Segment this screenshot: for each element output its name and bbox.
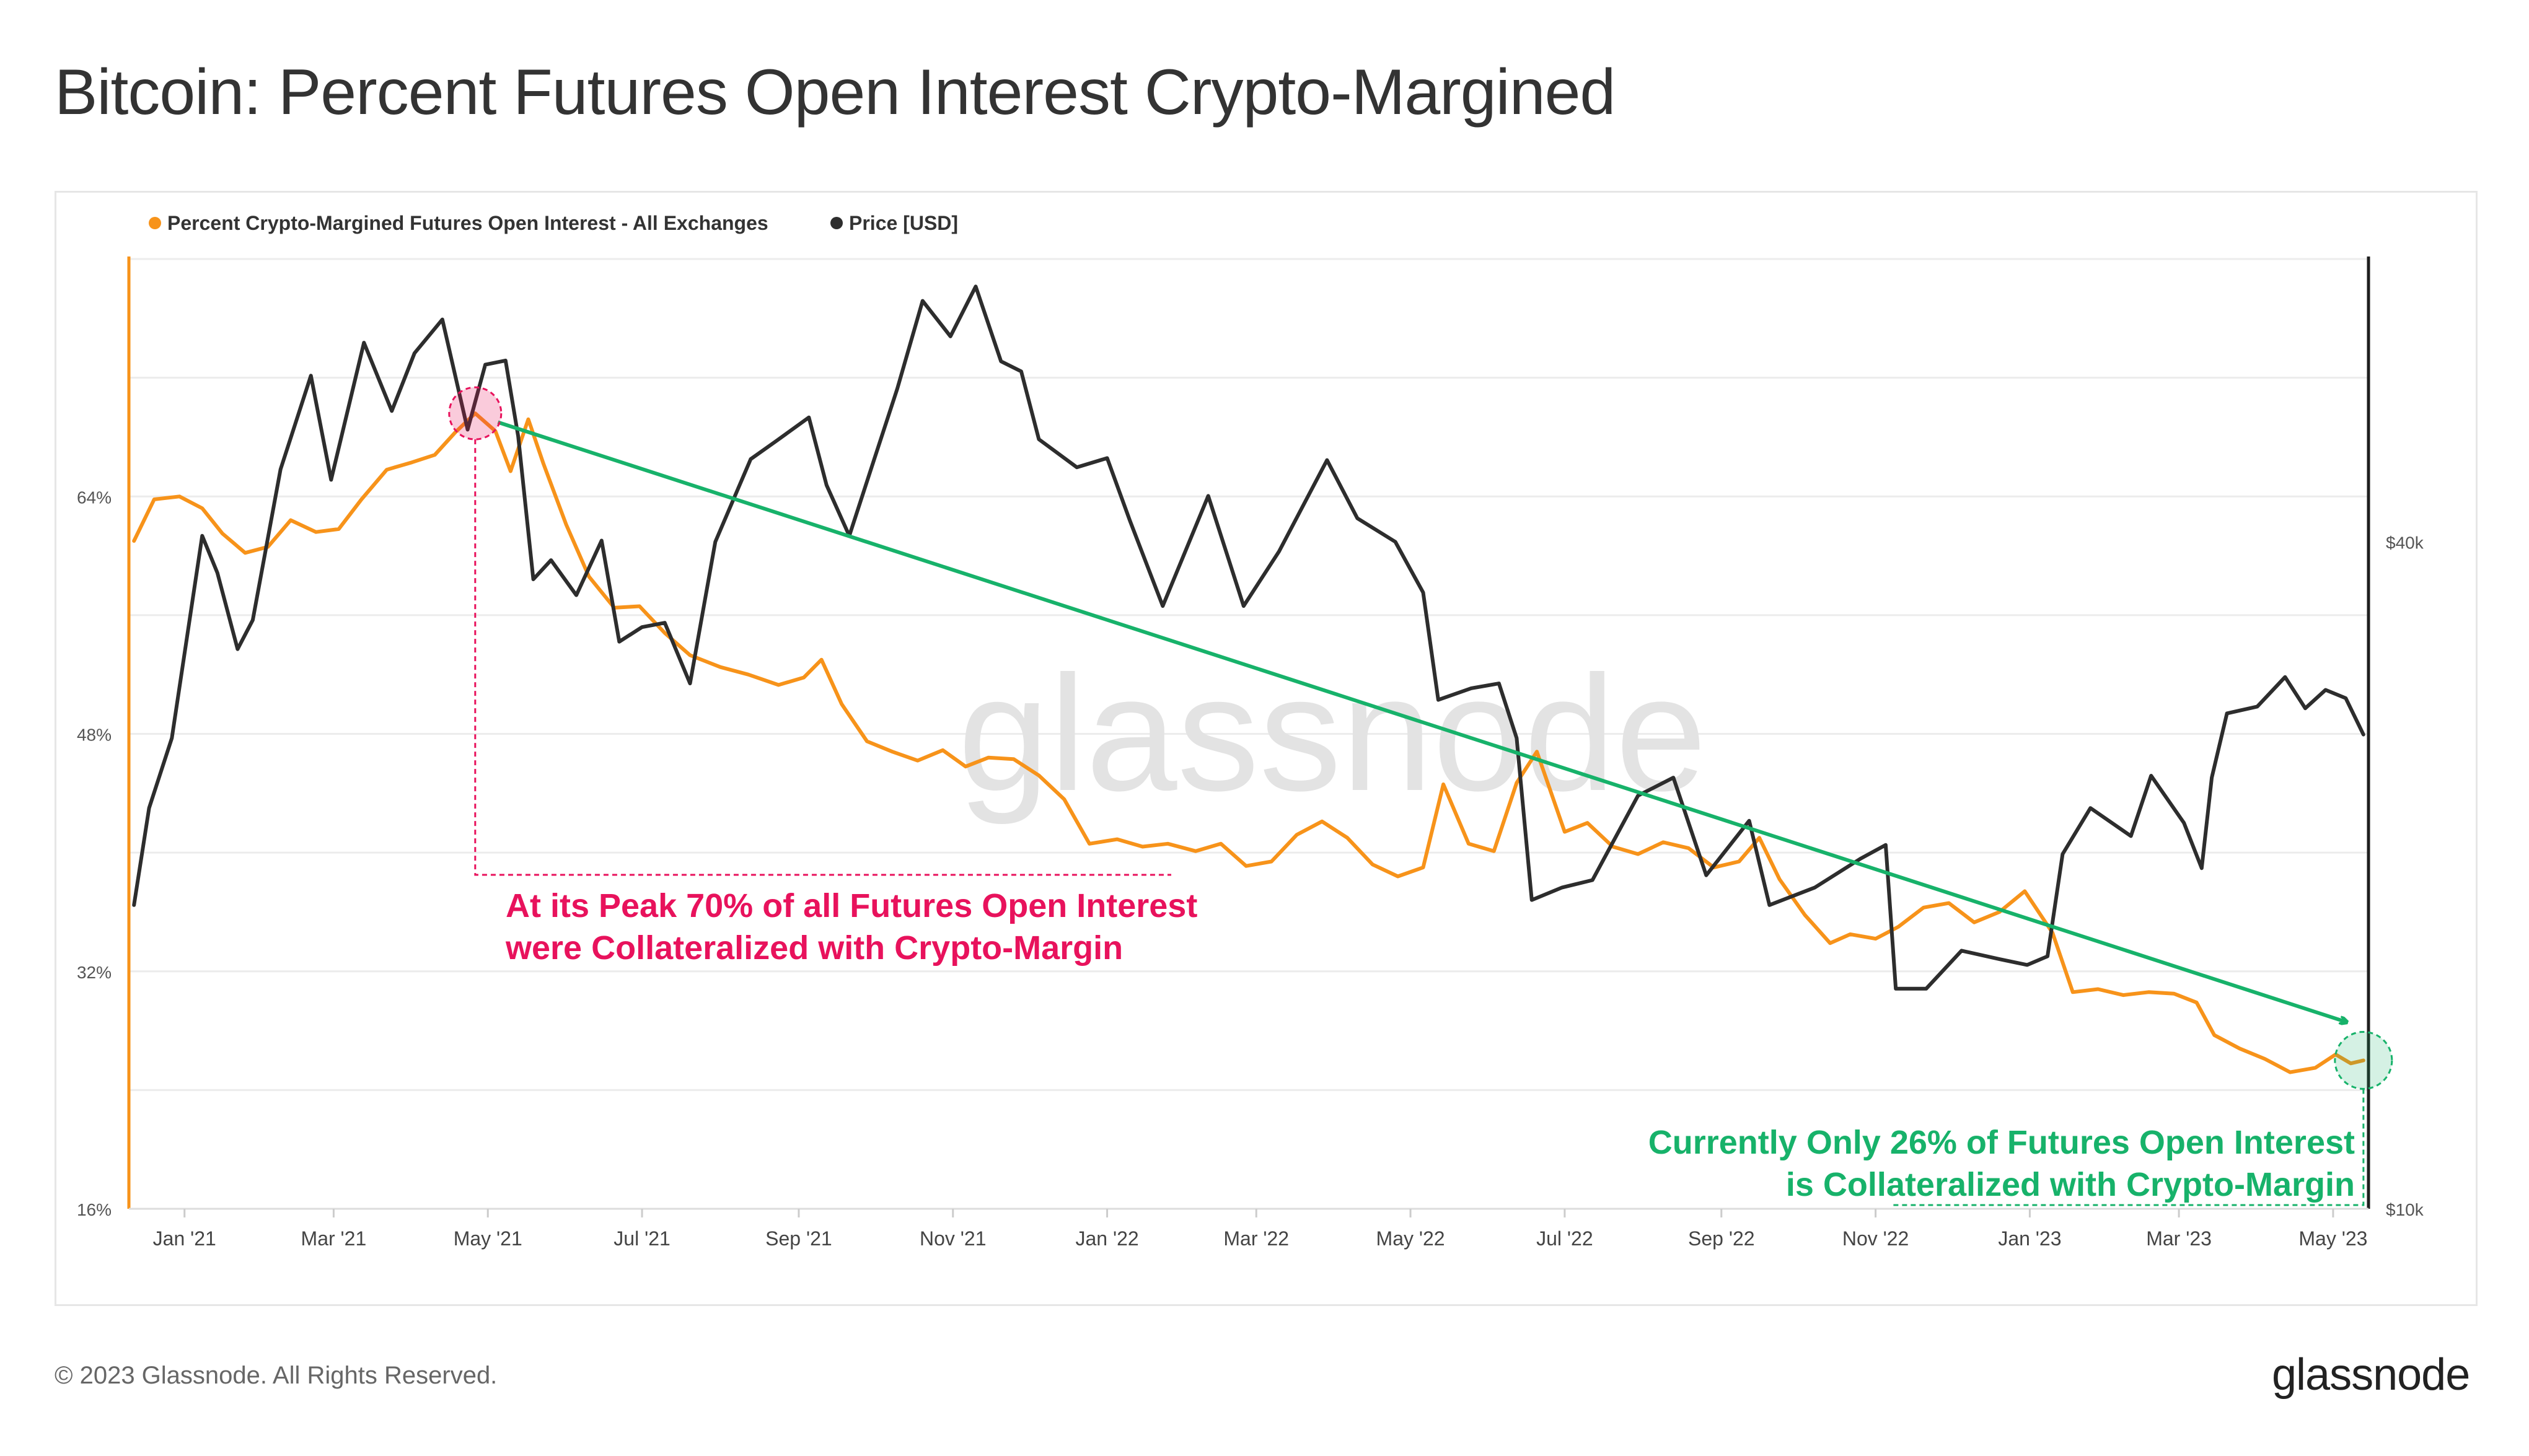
x-tick-label: Mar '22	[1223, 1227, 1289, 1250]
legend-swatch	[149, 217, 161, 229]
page-title: Bitcoin: Percent Futures Open Interest C…	[55, 56, 1616, 128]
x-tick-label: Mar '23	[2146, 1227, 2212, 1250]
annotations: At its Peak 70% of all Futures Open Inte…	[448, 386, 2393, 1206]
trend-arrow	[497, 420, 2346, 1022]
peak-annotation-line1: At its Peak 70% of all Futures Open Inte…	[506, 887, 1197, 924]
y-right-tick-label: $10k	[2386, 1200, 2424, 1219]
percent-crypto-margined-line	[132, 411, 2365, 1074]
x-tick-label: Nov '22	[1842, 1227, 1909, 1250]
x-tick-label: Mar '21	[301, 1227, 367, 1250]
series-lines	[132, 284, 2365, 1074]
glassnode-watermark: glassnode	[958, 642, 1707, 826]
y-left-tick-label: 16%	[77, 1200, 112, 1219]
x-tick-label: Jul '21	[614, 1227, 671, 1250]
chart-frame	[55, 191, 2478, 1306]
x-tick-label: Nov '21	[920, 1227, 987, 1250]
current-marker	[2334, 1030, 2393, 1090]
peak-leader-line	[474, 439, 1171, 876]
current-leader-line	[1890, 1089, 2365, 1206]
axes: 16% 32% 48% 64% $10k $40k Jan '21 Mar '21 May '2…	[77, 257, 2424, 1250]
current-annotation-line1: Currently Only 26% of Futures Open Inter…	[1648, 1124, 2355, 1161]
x-tick-label: Jul '22	[1536, 1227, 1593, 1250]
x-tick-label: May '21	[454, 1227, 522, 1250]
x-tick-label: Sep '22	[1688, 1227, 1755, 1250]
x-tick-label: Sep '21	[765, 1227, 832, 1250]
x-tick-label: May '22	[1376, 1227, 1445, 1250]
current-annotation-line2: is Collateralized with Crypto-Margin	[1786, 1166, 2355, 1203]
y-left-tick-label: 64%	[77, 488, 112, 507]
glassnode-logo: glassnode	[2272, 1350, 2470, 1400]
legend-label: Percent Crypto-Margined Futures Open Int…	[167, 212, 768, 234]
chart-legend: Percent Crypto-Margined Futures Open Int…	[149, 212, 958, 234]
x-tick-label: Jan '21	[153, 1227, 216, 1250]
x-tick-label: Jan '22	[1075, 1227, 1138, 1250]
legend-label: Price [USD]	[849, 212, 958, 234]
x-tick-label: Jan '23	[1998, 1227, 2061, 1250]
x-tick-label: May '23	[2298, 1227, 2367, 1250]
y-right-tick-label: $40k	[2386, 533, 2424, 552]
peak-annotation-line2: were Collateralized with Crypto-Margin	[505, 929, 1123, 967]
legend-swatch	[830, 217, 843, 229]
peak-marker	[448, 386, 503, 441]
copyright-text: © 2023 Glassnode. All Rights Reserved.	[55, 1362, 498, 1389]
y-left-tick-label: 48%	[77, 726, 112, 745]
y-left-tick-label: 32%	[77, 963, 112, 982]
price-line	[132, 284, 2365, 991]
